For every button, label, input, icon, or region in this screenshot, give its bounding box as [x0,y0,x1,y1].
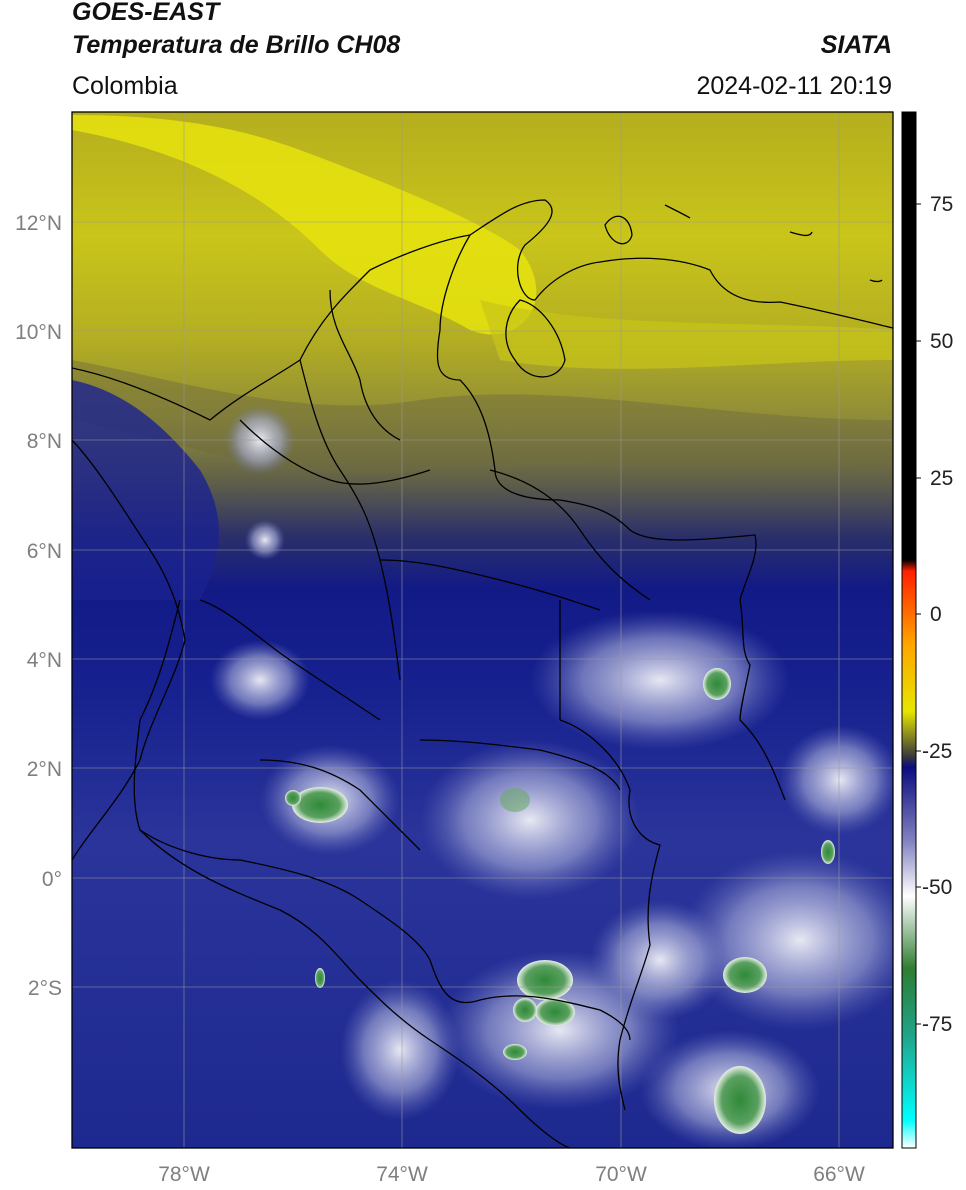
timestamp-label: 2024-02-11 20:19 [696,72,892,100]
convective-core-3 [517,960,573,1000]
dept-border-2 [239,419,431,485]
dept-border-8 [489,469,651,601]
yellow-band-1 [72,115,537,335]
lat-tick-label: 0° [42,868,62,891]
colorbar-tick-label: 50 [930,330,953,353]
product-title: GOES-EAST [72,0,220,26]
convective-core-9 [703,668,731,700]
lat-tick-label: 10°N [15,321,62,344]
convective-core-10 [821,840,835,864]
ecuador-peru-border [139,829,571,1148]
convective-core-4 [535,998,575,1026]
boundaries [72,199,893,1148]
lon-tick-label: 66°W [813,1163,865,1186]
convective-core-8 [723,957,767,993]
longitude-tick-labels: 78°W 74°W 70°W 66°W [158,1163,865,1186]
colorbar-tick-label: 0 [930,603,942,626]
maracaibo-lake [505,299,566,378]
caribbean-islands [604,204,883,283]
brazil-border [559,719,661,1111]
convective-core-11 [315,968,325,988]
dept-border-6 [199,599,381,721]
lat-tick-label: 2°N [27,758,62,781]
map-imagery [72,112,893,1148]
convective-core-5 [513,998,537,1022]
lon-tick-label: 70°W [595,1163,647,1186]
caribbean-coast [72,199,893,421]
convective-core-7 [714,1066,766,1134]
lat-tick-label: 8°N [27,430,62,453]
lat-tick-label: 2°S [28,977,62,1000]
dept-border-5 [259,759,421,851]
colorbar-tick-label: 75 [930,193,953,216]
convective-core-2 [285,790,301,806]
cloud-mass-9 [590,900,730,1020]
map-frame [71,111,894,1149]
cloud-mass-12 [245,520,285,560]
brand-label: SIATA [820,31,892,59]
convective-core-1 [292,787,348,823]
colombia-south-border [133,599,631,1041]
blue-swirl [72,380,219,600]
map-gridlines [72,112,893,1148]
pacific-coast [72,439,186,861]
colorbar: 75 50 25 0 -25 -50 -75 [901,111,953,1149]
lat-tick-label: 4°N [27,649,62,672]
lon-tick-label: 74°W [376,1163,428,1186]
colorbar-tick-label: -25 [922,740,952,763]
dept-border-1 [299,359,401,681]
dept-border-4 [419,739,621,791]
convective-core-12 [500,788,530,812]
latitude-tick-labels: 12°N 10°N 8°N 6°N 4°N 2°N 0° 2°S [15,212,62,1000]
lat-tick-label: 12°N [15,212,62,235]
product-subtitle: Temperatura de Brillo CH08 [72,31,401,59]
cloud-mass-1 [530,610,790,750]
yellow-band-2 [480,300,893,369]
colorbar-ramp [902,112,916,1148]
colombia-venezuela-border [436,234,786,801]
dept-border-3 [379,559,601,611]
cloud-mass-10 [340,980,460,1120]
colorbar-frame [901,111,917,1149]
colorbar-ticks [916,203,921,1025]
colorbar-tick-label: -50 [922,876,952,899]
cloud-mass-7 [780,725,893,835]
cloud-mass-2 [420,740,640,900]
colorbar-tick-label: -75 [922,1013,952,1036]
lon-tick-label: 78°W [158,1163,210,1186]
lat-tick-label: 6°N [27,540,62,563]
cloud-mass-6 [210,640,310,720]
convective-core-6 [503,1044,527,1060]
region-label: Colombia [72,72,178,100]
colorbar-tick-label: 25 [930,467,953,490]
dept-border-7 [329,289,401,441]
